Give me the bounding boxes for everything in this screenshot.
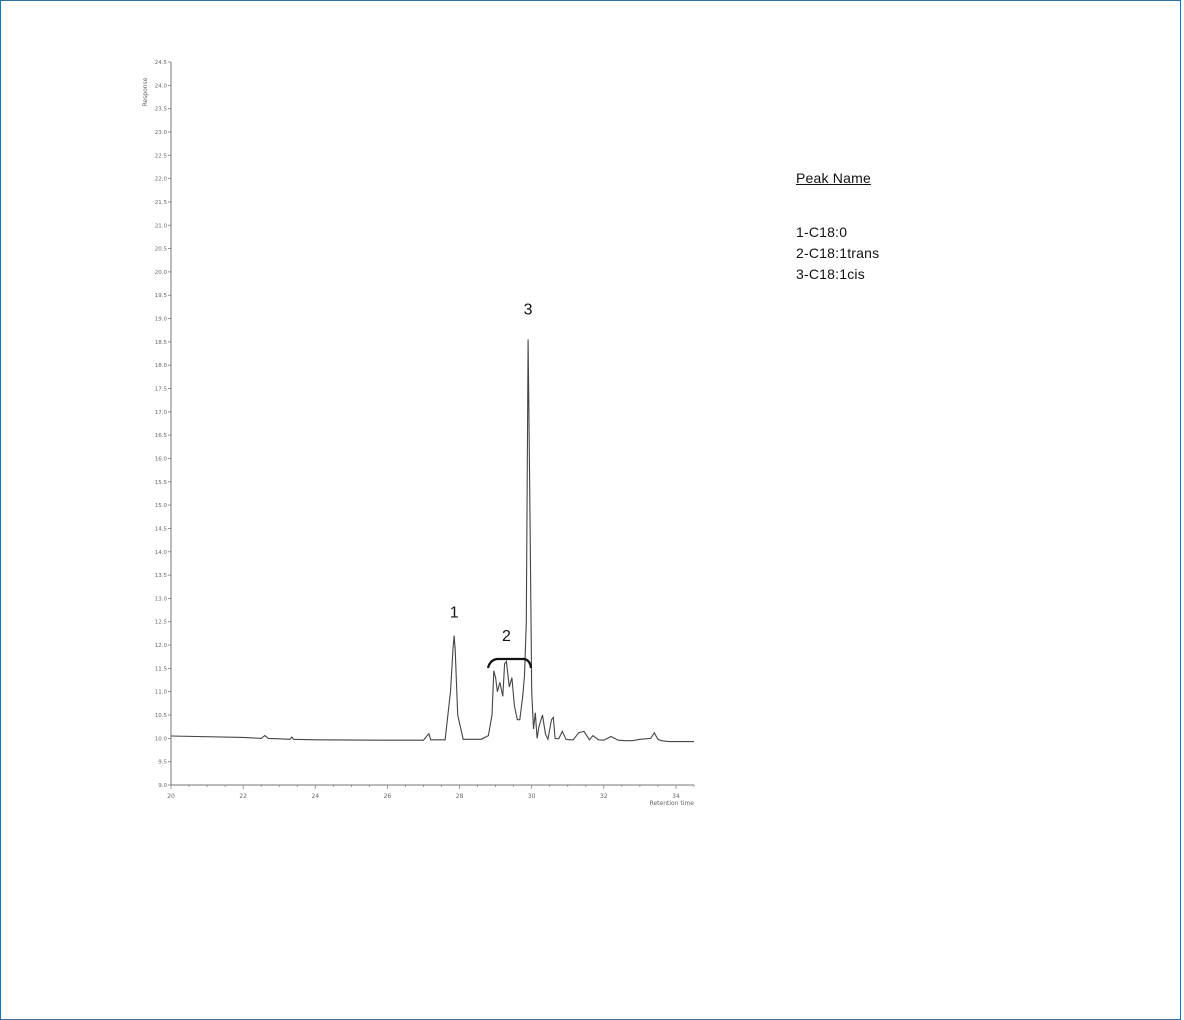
y-tick-label: 14.5 (155, 526, 168, 532)
y-tick-label: 18.0 (155, 363, 168, 369)
y-tick-label: 13.0 (155, 596, 168, 602)
y-tick-label: 22.0 (155, 177, 168, 183)
y-tick-label: 20.0 (155, 270, 168, 276)
x-axis-label: Retention time (650, 800, 695, 807)
y-tick-label: 19.5 (155, 293, 168, 299)
y-tick-label: 22.5 (155, 153, 168, 159)
x-tick-label: 20 (167, 793, 175, 800)
y-tick-label: 17.0 (155, 410, 168, 416)
y-tick-label: 17.5 (155, 387, 168, 393)
peak-label-2: 2 (502, 628, 511, 645)
legend-item-1: 1-C18:0 (796, 224, 848, 240)
y-tick-label: 24.5 (155, 60, 168, 66)
y-tick-label: 21.0 (155, 223, 168, 229)
y-tick-label: 16.5 (155, 433, 168, 439)
peak-label-3: 3 (524, 302, 533, 319)
y-tick-label: 21.5 (155, 200, 168, 206)
y-tick-label: 10.0 (155, 736, 168, 742)
chart-axes (170, 62, 694, 786)
legend-item-3: 3-C18:1cis (796, 266, 865, 282)
y-tick-label: 16.0 (155, 456, 168, 462)
legend-item-2: 2-C18:1trans (796, 245, 880, 261)
y-tick-label: 13.5 (155, 573, 168, 579)
y-tick-label: 24.0 (155, 83, 168, 89)
peak-labels: 1 2 3 (450, 302, 533, 646)
y-axis-ticks: 9.0 9.5 10.0 10.5 11.0 11.5 12.0 12.5 13.0 13.5 14… (155, 60, 171, 789)
y-tick-label: 15.5 (155, 480, 168, 486)
chromatogram-trace (170, 339, 694, 743)
x-axis-ticks: 20 22 24 26 28 30 32 34 (167, 785, 695, 800)
x-tick-label: 34 (672, 793, 680, 800)
y-tick-label: 11.0 (155, 690, 168, 696)
y-tick-label: 20.5 (155, 247, 168, 253)
peak-2-bracket (486, 657, 533, 669)
y-axis-label: Response (142, 77, 149, 106)
y-tick-label: 23.0 (155, 130, 168, 136)
peak-label-1: 1 (450, 605, 459, 622)
y-tick-label: 15.0 (155, 503, 168, 509)
y-tick-label: 23.5 (155, 107, 168, 113)
y-tick-label: 12.5 (155, 620, 168, 626)
y-tick-label: 18.5 (155, 340, 168, 346)
x-tick-label: 26 (384, 793, 392, 800)
y-tick-label: 11.5 (155, 666, 168, 672)
y-tick-label: 19.0 (155, 317, 168, 323)
legend-title: Peak Name (796, 170, 871, 186)
x-tick-label: 30 (528, 793, 536, 800)
x-tick-label: 32 (600, 793, 608, 800)
y-tick-label: 14.0 (155, 550, 168, 556)
y-tick-label: 12.0 (155, 643, 168, 649)
x-tick-label: 22 (239, 793, 247, 800)
x-tick-label: 28 (456, 793, 464, 800)
y-tick-label: 9.5 (158, 760, 167, 766)
peak-legend: Peak Name 1-C18:0 2-C18:1trans 3-C18:1ci… (796, 170, 879, 285)
y-tick-label: 9.0 (158, 783, 167, 789)
y-tick-label: 10.5 (155, 713, 168, 719)
x-tick-label: 24 (311, 793, 319, 800)
